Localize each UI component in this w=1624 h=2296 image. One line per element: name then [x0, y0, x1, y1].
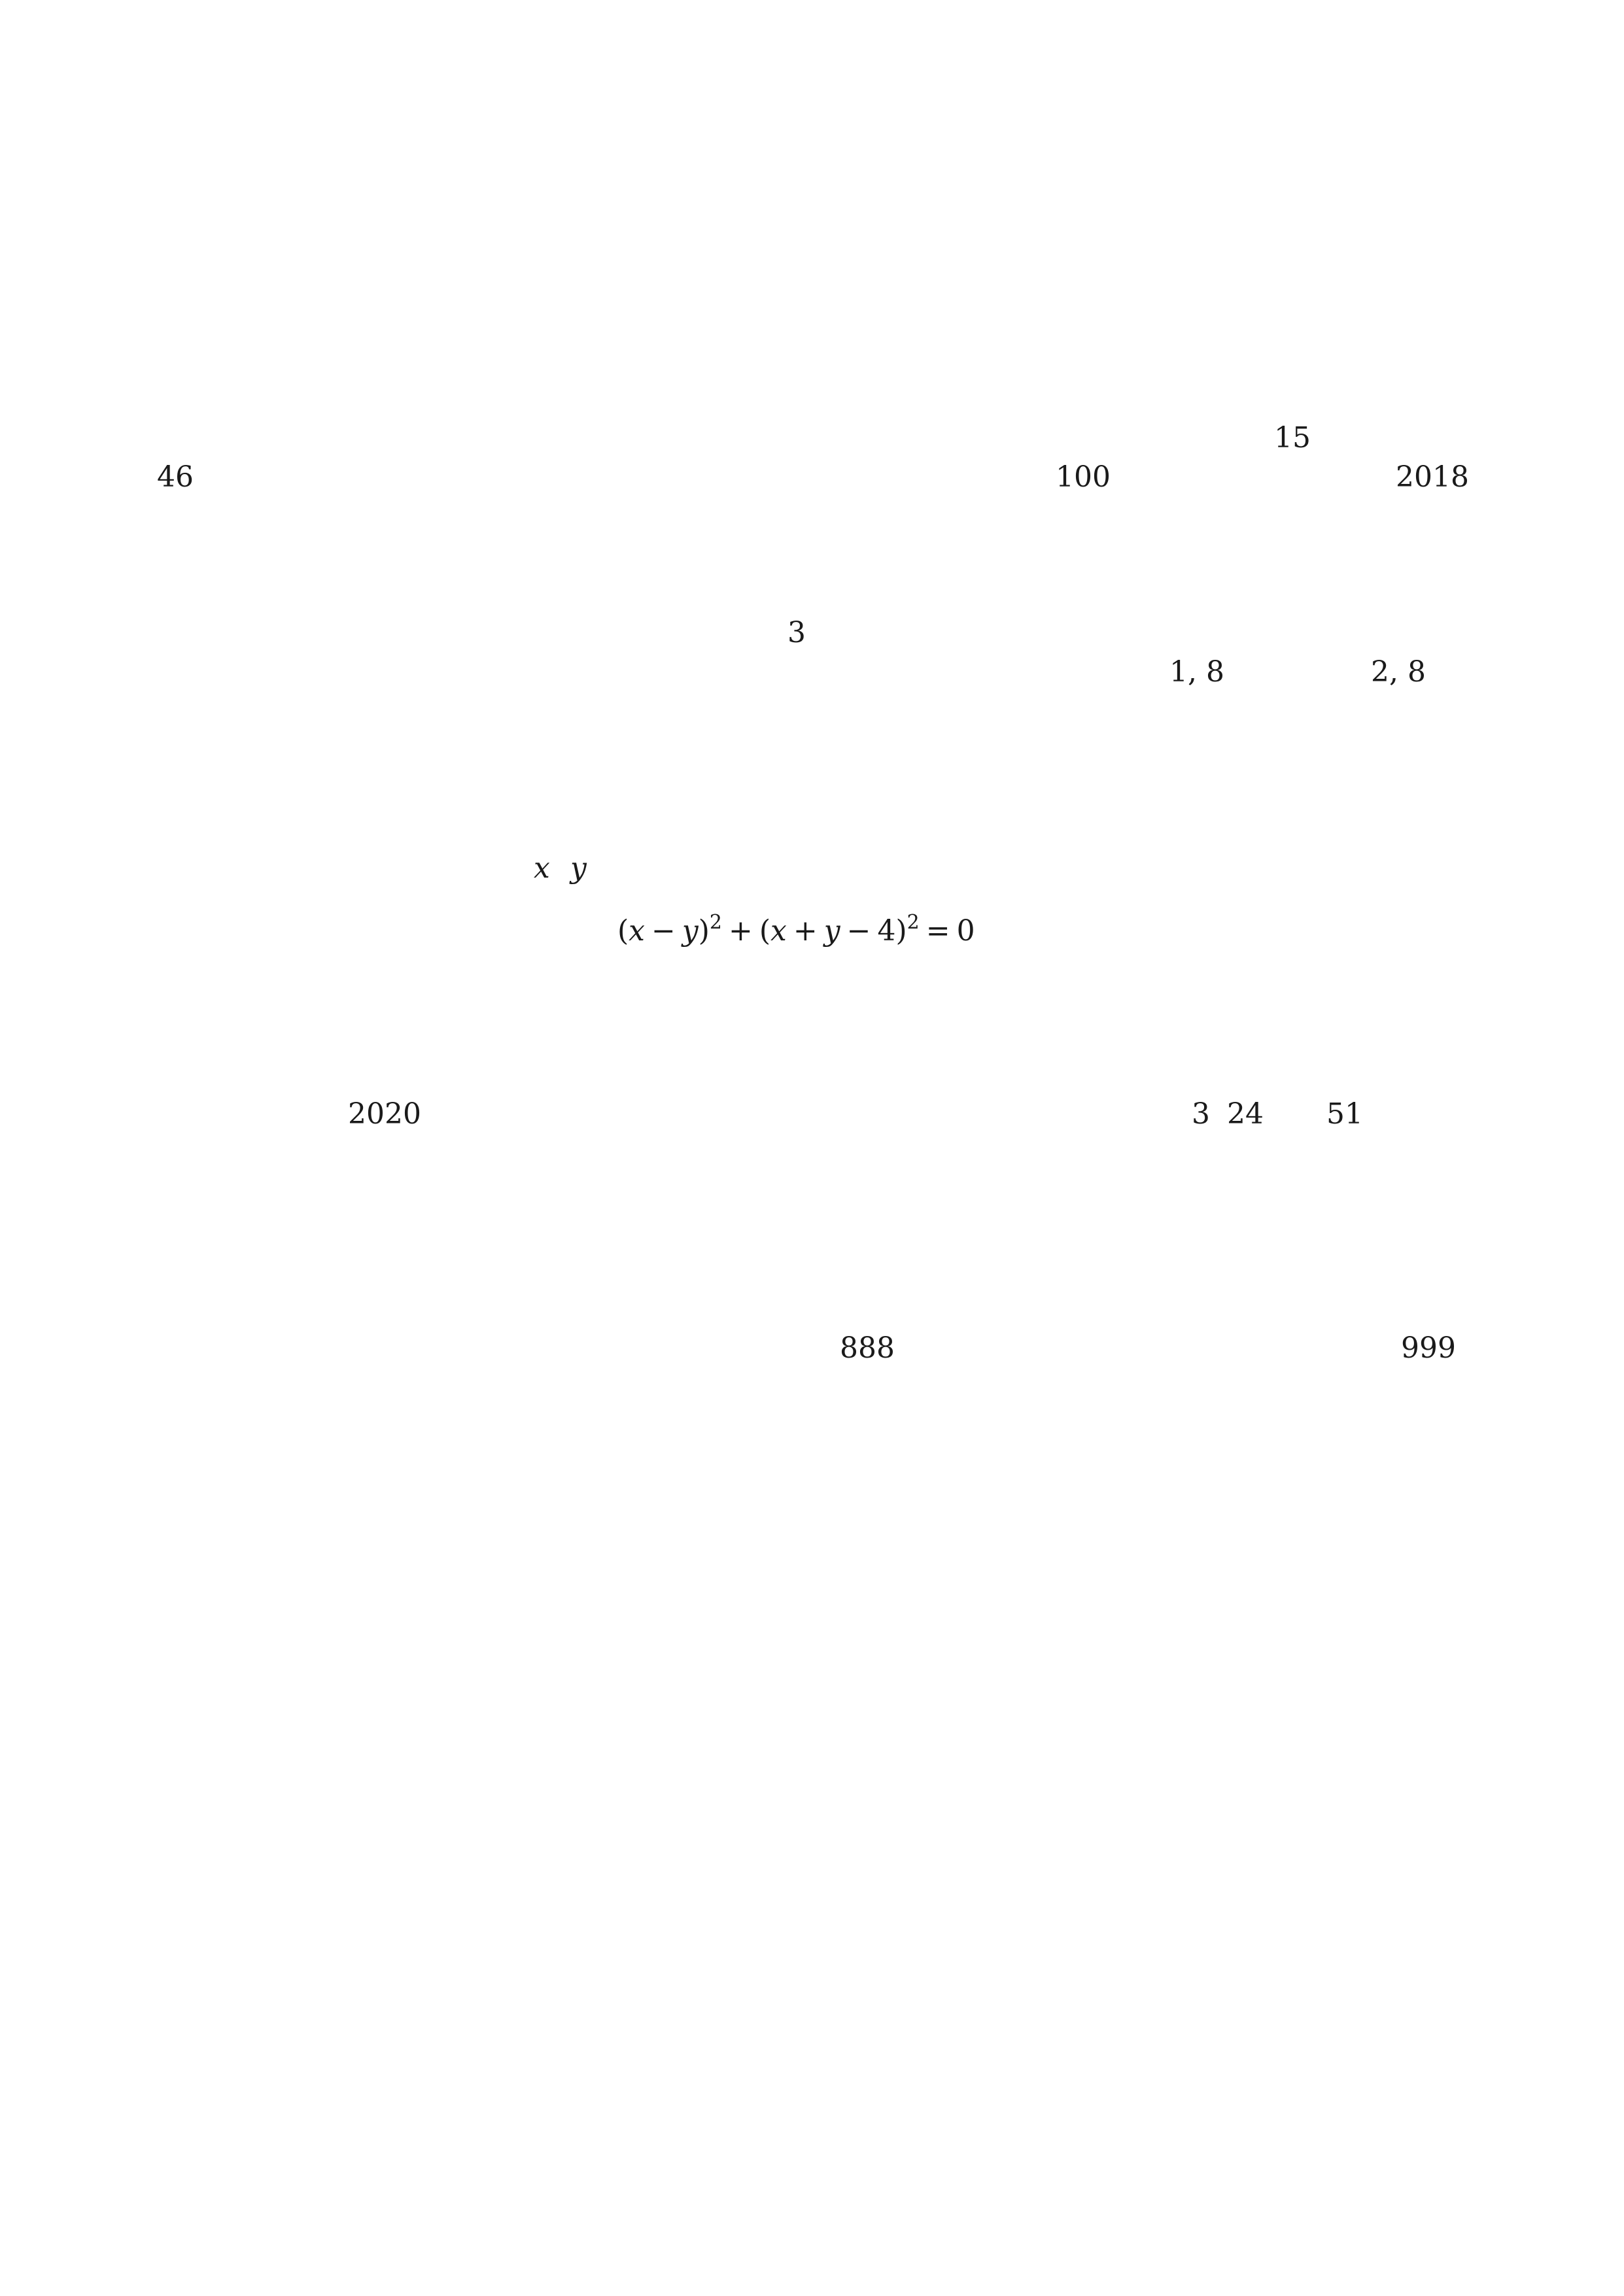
number-100: 100	[1056, 460, 1111, 494]
eq-minus-1: −	[651, 914, 676, 948]
number-3-p2: 3	[787, 616, 806, 649]
eq-close-paren-2: )	[895, 914, 907, 948]
eq-y-1: y	[682, 914, 699, 948]
eq-equals: =	[925, 914, 950, 948]
eq-plus-2: +	[793, 914, 818, 948]
number-51: 51	[1326, 1097, 1363, 1131]
eq-x-2: x	[770, 914, 787, 948]
eq-close-paren-1: )	[698, 914, 710, 948]
eq-open-paren-1: (	[617, 914, 629, 948]
eq-exponent-2: 2	[907, 911, 920, 934]
number-15: 15	[1274, 421, 1311, 454]
number-24: 24	[1227, 1097, 1264, 1131]
year-2020: 2020	[348, 1097, 421, 1131]
number-888: 888	[840, 1331, 895, 1365]
variable-x: x	[534, 851, 550, 885]
pair-1-8: 1, 8	[1169, 655, 1224, 689]
eq-four: 4	[877, 914, 896, 948]
eq-x-1: x	[629, 914, 645, 948]
equation: (x − y)2 + (x + y −4)2 = 0	[617, 913, 975, 948]
number-999: 999	[1401, 1331, 1456, 1365]
eq-plus-1: +	[729, 914, 753, 948]
number-3-p4: 3	[1192, 1097, 1210, 1131]
number-46: 46	[157, 460, 194, 494]
eq-open-paren-2: (	[759, 914, 771, 948]
eq-zero: 0	[956, 914, 975, 948]
variable-y: y	[570, 851, 587, 885]
number-2018: 2018	[1396, 460, 1469, 494]
pair-2-8: 2, 8	[1371, 655, 1426, 689]
eq-minus-2: −	[846, 914, 871, 948]
eq-exponent-1: 2	[709, 911, 722, 934]
eq-y-2: y	[823, 914, 840, 948]
